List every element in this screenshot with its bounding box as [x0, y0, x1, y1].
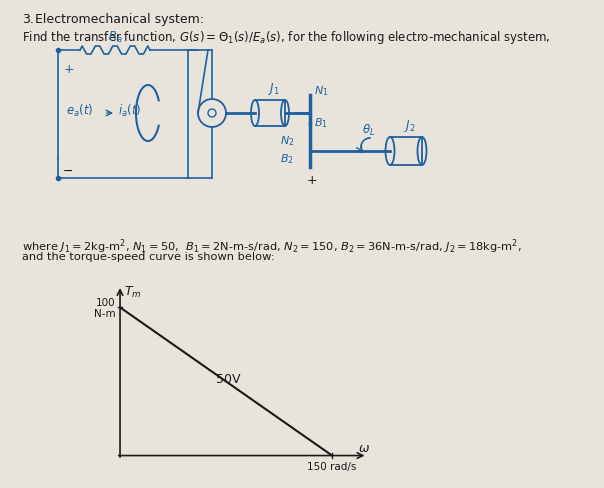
Text: $J_2$: $J_2$ [404, 118, 416, 134]
Text: $B_2$: $B_2$ [280, 152, 294, 165]
Text: Find the transfer function, $G(s)=\Theta_1(s)/E_a(s)$, for the following electro: Find the transfer function, $G(s)=\Theta… [22, 29, 550, 46]
Text: $-$: $-$ [62, 163, 73, 177]
Text: where $J_1=2\mathrm{kg\text{-}m^2}$, $N_1=50$,  $B_1=2\mathrm{N\text{-}m\text{-}: where $J_1=2\mathrm{kg\text{-}m^2}$, $N_… [22, 237, 522, 255]
Text: 3.: 3. [22, 13, 34, 26]
Text: $\theta_L$: $\theta_L$ [362, 122, 375, 138]
Ellipse shape [385, 138, 394, 165]
Text: $B_1$: $B_1$ [314, 116, 328, 129]
Text: 150 rad/s: 150 rad/s [307, 462, 357, 471]
Text: $\omega$: $\omega$ [358, 441, 370, 454]
Bar [255, 101, 285, 127]
Text: 50V: 50V [216, 372, 240, 385]
Text: $N_1$: $N_1$ [314, 84, 329, 98]
Text: Electromechanical system:: Electromechanical system: [35, 13, 204, 26]
Text: $i_a(t)$: $i_a(t)$ [118, 103, 141, 119]
Text: +: + [307, 174, 317, 186]
Text: +: + [64, 63, 75, 76]
Text: and the torque-speed curve is shown below:: and the torque-speed curve is shown belo… [22, 251, 275, 262]
Text: $T_m$: $T_m$ [124, 284, 142, 299]
Text: $e_a(t)$: $e_a(t)$ [66, 103, 94, 119]
Text: $R_a$: $R_a$ [108, 30, 123, 45]
Text: $J_1$: $J_1$ [268, 81, 280, 97]
Text: 100
N-m: 100 N-m [94, 297, 116, 319]
Text: $N_2$: $N_2$ [280, 134, 294, 148]
Ellipse shape [251, 101, 259, 127]
Bar [390, 138, 422, 165]
